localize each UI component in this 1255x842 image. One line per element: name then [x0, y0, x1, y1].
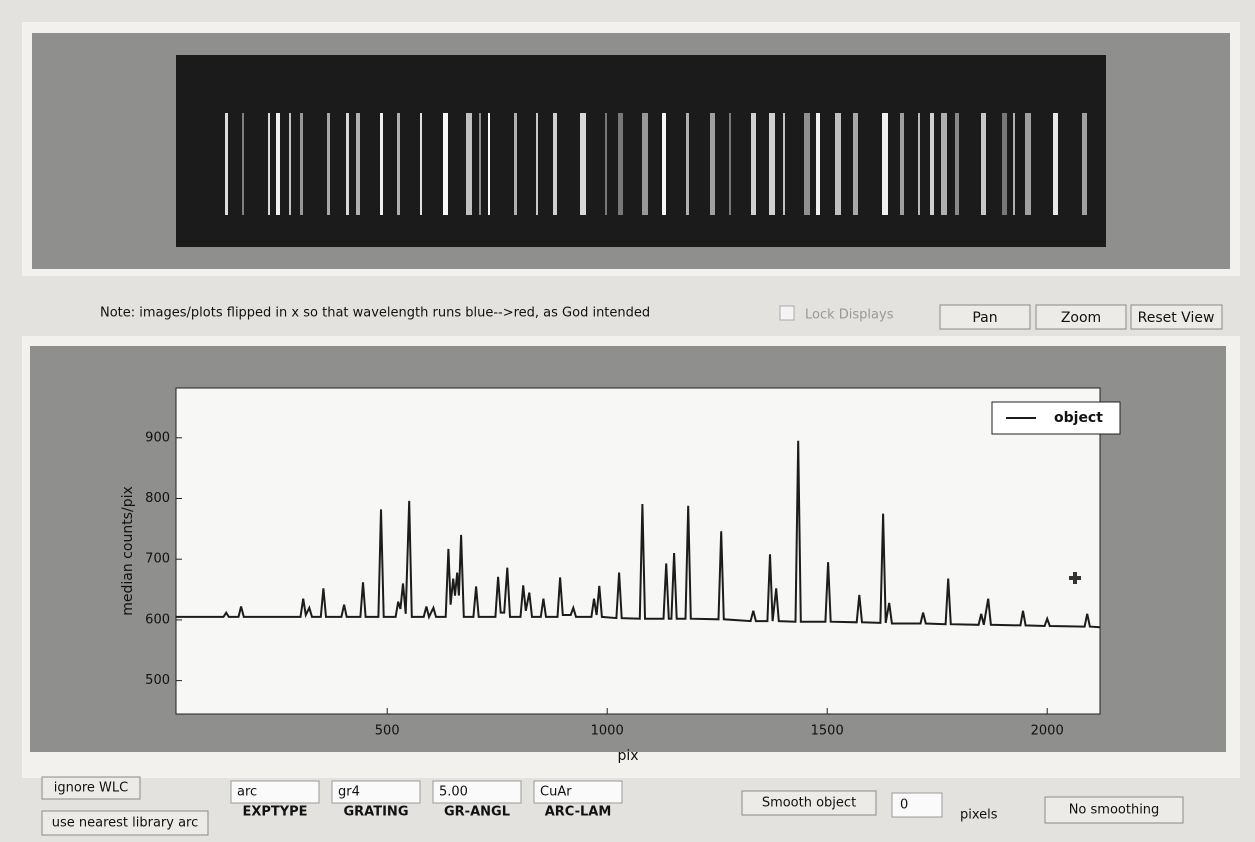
arc-line: [488, 113, 490, 215]
arc-line: [225, 113, 228, 215]
arc-line: [751, 113, 756, 215]
arc-line: [918, 113, 920, 215]
arc-line: [346, 113, 349, 215]
arc-line: [930, 113, 934, 215]
y-tick-label: 600: [145, 612, 170, 627]
library-arc-button[interactable]: use nearest library arc: [42, 811, 208, 835]
field-label: GR-ANGL: [444, 805, 510, 820]
arc-line: [300, 113, 303, 215]
arc-line: [1025, 113, 1031, 215]
arc-line: [466, 113, 472, 215]
arc-line: [605, 113, 607, 215]
x-axis-label: pix: [617, 748, 638, 764]
smooth-value: 0: [900, 798, 908, 813]
arc-line: [710, 113, 715, 215]
arc-line: [729, 113, 731, 215]
zoom-button[interactable]: Zoom: [1036, 305, 1126, 329]
app-window: Note: images/plots flipped in x so that …: [0, 0, 1255, 842]
arc-line: [276, 113, 280, 215]
x-tick-label: 1500: [811, 724, 844, 739]
arc-line: [1053, 113, 1058, 215]
arc-line: [479, 113, 481, 215]
arc-line: [356, 113, 360, 215]
field-label: ARC-LAM: [545, 805, 612, 820]
note: Note: images/plots flipped in x so that …: [100, 306, 650, 321]
button-label: use nearest library arc: [52, 816, 199, 831]
arc-line: [981, 113, 986, 215]
fields: arc EXPTYPE gr4 GRATING 5.00 GR-ANGL CuAr ARC-L…: [231, 781, 622, 820]
arc-line: [443, 113, 448, 215]
arc-line: [289, 113, 291, 215]
field-value: arc: [237, 785, 257, 800]
field-value: gr4: [338, 785, 360, 800]
arc-line: [835, 113, 841, 215]
field-label: GRATING: [344, 805, 409, 820]
button-label: Zoom: [1061, 310, 1101, 326]
y-tick-label: 700: [145, 552, 170, 567]
arc-line: [783, 113, 785, 215]
smooth-button[interactable]: Smooth object: [742, 791, 876, 815]
arc-line: [618, 113, 623, 215]
x-tick-label: 2000: [1031, 724, 1064, 739]
arc-line: [380, 113, 383, 215]
button-label: Smooth object: [762, 796, 856, 811]
arc-line: [553, 113, 557, 215]
arc-line: [853, 113, 858, 215]
legend-label: object: [1054, 410, 1103, 426]
arc-line: [514, 113, 517, 215]
no-smoothing-button[interactable]: No smoothing: [1045, 797, 1183, 823]
arc-line: [1013, 113, 1015, 215]
reset-button[interactable]: Reset View: [1131, 305, 1222, 329]
y-tick-label: 500: [145, 673, 170, 688]
lock-label: Lock Displays: [805, 308, 894, 323]
arc-line: [955, 113, 959, 215]
ignore-wlc-button[interactable]: ignore WLC: [42, 777, 140, 799]
y-axis-label: median counts/pix: [120, 486, 136, 616]
arc-line: [686, 113, 689, 215]
arc-image: [176, 55, 1106, 247]
arc-line: [1082, 113, 1087, 215]
arc-line: [642, 113, 648, 215]
button-label: Reset View: [1138, 310, 1215, 326]
plot-area: [176, 388, 1100, 714]
lock-checkbox[interactable]: [780, 306, 794, 320]
arc-line: [580, 113, 586, 215]
arc-line: [397, 113, 400, 215]
x-tick-label: 500: [375, 724, 400, 739]
arc-line: [242, 113, 244, 215]
x-tick-label: 1000: [591, 724, 624, 739]
smooth-unit: pixels: [960, 808, 998, 823]
arc-line: [804, 113, 810, 215]
arc-line: [882, 113, 888, 215]
legend: object: [992, 402, 1120, 434]
arc-line: [536, 113, 538, 215]
arc-line: [662, 113, 666, 215]
arc-line: [900, 113, 904, 215]
field-value: 5.00: [439, 785, 468, 800]
arc-line: [769, 113, 775, 215]
arc-line: [420, 113, 422, 215]
arc-line: [816, 113, 820, 215]
arc-line: [1002, 113, 1007, 215]
field-value: CuAr: [540, 785, 572, 800]
arc-line: [941, 113, 947, 215]
pan-button[interactable]: Pan: [940, 305, 1030, 329]
arc-line: [327, 113, 330, 215]
button-label: ignore WLC: [54, 781, 128, 796]
button-label: Pan: [972, 310, 997, 326]
y-tick-label: 900: [145, 430, 170, 445]
button-label: No smoothing: [1069, 803, 1160, 818]
field-label: EXPTYPE: [242, 805, 307, 820]
arc-line: [268, 113, 270, 215]
y-tick-label: 800: [145, 491, 170, 506]
